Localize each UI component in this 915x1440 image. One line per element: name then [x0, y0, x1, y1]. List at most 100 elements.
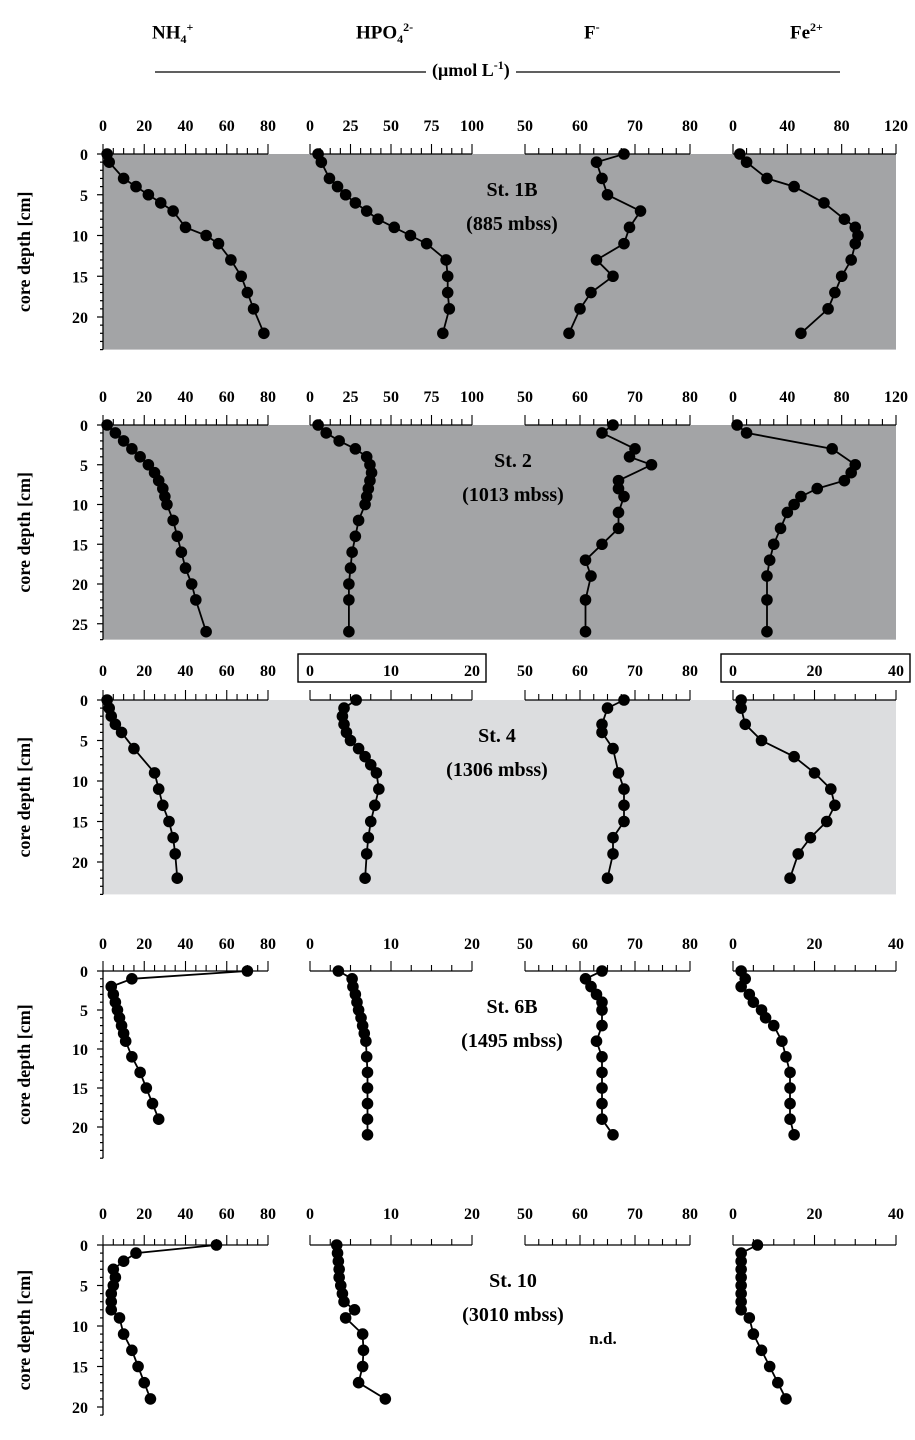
st-1b-fe2-point-13	[795, 327, 807, 340]
st-2-hpo42-point-14	[344, 562, 357, 574]
st-4-fe2-point-2	[739, 718, 752, 731]
st-1b-hpo42-point-13	[441, 286, 454, 299]
st-1b-f-point-0	[618, 148, 630, 160]
st-1b-hpo42-point-8	[388, 221, 401, 234]
st-10-f-x-tick-label-60: 60	[572, 1206, 588, 1223]
st-6b-nh4-point-13	[146, 1097, 159, 1110]
st-2-hpo42-point-13	[346, 546, 358, 558]
st-6b-f-point-8	[596, 1051, 608, 1063]
st-4-nh4-x-tick-label-0: 0	[99, 663, 107, 680]
st-2-f-point-1	[596, 427, 608, 439]
st-4-hpo42-x-tick-label-20: 20	[464, 663, 480, 680]
st-2-nh4-point-13	[175, 546, 188, 558]
st-4-fe2-point-5	[808, 767, 821, 779]
st-4-f-point-10	[607, 848, 619, 860]
st-6b-y-tick-label-10: 10	[72, 1042, 88, 1059]
st-2-fe2-point-2	[826, 443, 838, 455]
st-10-fe2-x-tick-label-20: 20	[807, 1206, 823, 1223]
st-2-hpo42-x-tick-label-100: 100	[460, 389, 484, 406]
st-2-nh4-point-16	[190, 594, 202, 606]
st-6b-f-point-10	[596, 1082, 608, 1094]
st-10-nh4-point-2	[117, 1255, 130, 1267]
st-6b-nh4-point-9	[119, 1035, 132, 1047]
st-4-y-tick-label-0: 0	[80, 693, 88, 710]
st-2-station-label: St. 2	[494, 450, 532, 472]
st-4-depth-label: (1306 mbss)	[446, 759, 548, 781]
st-4-fe2-point-9	[804, 831, 817, 844]
st-1b-fe2-point-11	[829, 286, 841, 299]
st-6b-nh4-x-tick-label-80: 80	[260, 936, 276, 953]
st-1b-f-x-tick-label-60: 60	[572, 118, 588, 135]
st-2-y-tick-label-0: 0	[80, 418, 88, 435]
st-4-nh4-point-7	[152, 783, 165, 795]
st-6b-hpo42-point-14	[361, 1113, 374, 1125]
st-1b-fe2-point-0	[733, 148, 746, 160]
st-2-y-tick-label-5: 5	[80, 458, 88, 475]
st-2-y-tick-label-20: 20	[72, 577, 88, 594]
st-6b-fe2-point-11	[784, 1082, 796, 1094]
st-1b-f-point-8	[607, 270, 619, 283]
st-4-nh4-point-4	[115, 726, 128, 739]
st-10-depth-label: (3010 mbss)	[462, 1304, 564, 1326]
st-1b-nh4-point-4	[142, 188, 155, 201]
st-10-nh4-series-line	[110, 1244, 217, 1400]
st-2-hpo42-point-11	[352, 514, 365, 527]
st-1b-station-label: St. 1B	[486, 179, 537, 201]
st-1b-fe2-point-9	[845, 254, 857, 266]
st-2-nh4-point-15	[185, 578, 198, 590]
st-6b-f-point-5	[596, 1004, 608, 1016]
st-2-f-point-11	[579, 554, 592, 566]
st-4-hpo42-x-tick-label-0: 0	[306, 663, 314, 680]
st-6b-fe2-x-tick-label-20: 20	[807, 936, 823, 953]
st-4-nh4-point-8	[157, 799, 169, 812]
st-1b-f-point-3	[601, 188, 614, 201]
st-2-hpo42-point-12	[349, 530, 362, 543]
st-4-y-axis-label: core depth [cm]	[14, 737, 34, 858]
st-6b-hpo42-point-10	[360, 1051, 373, 1063]
st-1b-fe2-x-tick-label-0: 0	[729, 118, 737, 135]
st-2-hpo42-point-0	[312, 419, 324, 431]
st-1b-f-point-5	[623, 221, 636, 234]
st-10-f-nd-label: n.d.	[589, 1329, 616, 1348]
st-4-nh4-point-10	[167, 831, 179, 844]
st-1b-fe2-x-tick-label-120: 120	[884, 118, 908, 135]
st-2-f-point-13	[579, 594, 592, 606]
st-4-fe2-point-3	[755, 734, 768, 747]
st-2-f-x-tick-label-70: 70	[627, 389, 643, 406]
st-2-nh4-point-11	[167, 514, 179, 527]
st-1b-fe2-point-8	[849, 237, 862, 250]
st-1b-fe2-point-10	[835, 270, 848, 283]
st-2-fe2-x-tick-label-80: 80	[834, 389, 850, 406]
st-6b-nh4-point-14	[152, 1113, 165, 1125]
st-4-f-point-6	[618, 783, 630, 795]
header-fe-sup: 2+	[810, 20, 823, 34]
st-10-fe2-x-tick-label-0: 0	[729, 1206, 737, 1223]
st-10-fe2-point-7	[735, 1295, 747, 1308]
header-fe: Fe2+	[790, 20, 823, 44]
st-2-y-tick-label-10: 10	[72, 498, 88, 515]
header-f: F-	[584, 20, 600, 44]
st-2-nh4-point-12	[171, 530, 184, 543]
st-4-hpo42-point-8	[364, 759, 377, 771]
st-2-y-axis-label: core depth [cm]	[14, 472, 34, 593]
st-6b-fe2-point-13	[784, 1113, 796, 1125]
st-2-fe2-point-13	[761, 570, 773, 582]
st-1b-f-x-tick-label-50: 50	[517, 118, 533, 135]
st-6b-f-x-tick-label-70: 70	[627, 936, 643, 953]
st-4-y-tick-label-10: 10	[72, 774, 88, 791]
st-4-fe2-point-6	[825, 783, 837, 795]
st-6b-hpo42-x-tick-label-10: 10	[383, 936, 399, 953]
st-6b-y-tick-label-15: 15	[72, 1081, 88, 1098]
st-10-nh4-x-tick-label-40: 40	[178, 1206, 194, 1223]
st-10-hpo42-point-3	[333, 1263, 345, 1276]
st-4-station-label: St. 4	[478, 725, 516, 747]
st-6b-hpo42-point-0	[332, 965, 345, 977]
st-6b-y-tick-label-0: 0	[80, 964, 88, 981]
st-6b-hpo42-x-tick-label-0: 0	[306, 936, 314, 953]
st-4-fe2-point-4	[788, 750, 800, 763]
st-1b-hpo42-point-11	[440, 254, 452, 266]
st-2-f-point-5	[612, 474, 625, 487]
st-1b-nh4-point-9	[212, 237, 225, 250]
st-2-fe2-point-7	[795, 490, 807, 503]
st-10-f-x-tick-label-70: 70	[627, 1206, 643, 1223]
